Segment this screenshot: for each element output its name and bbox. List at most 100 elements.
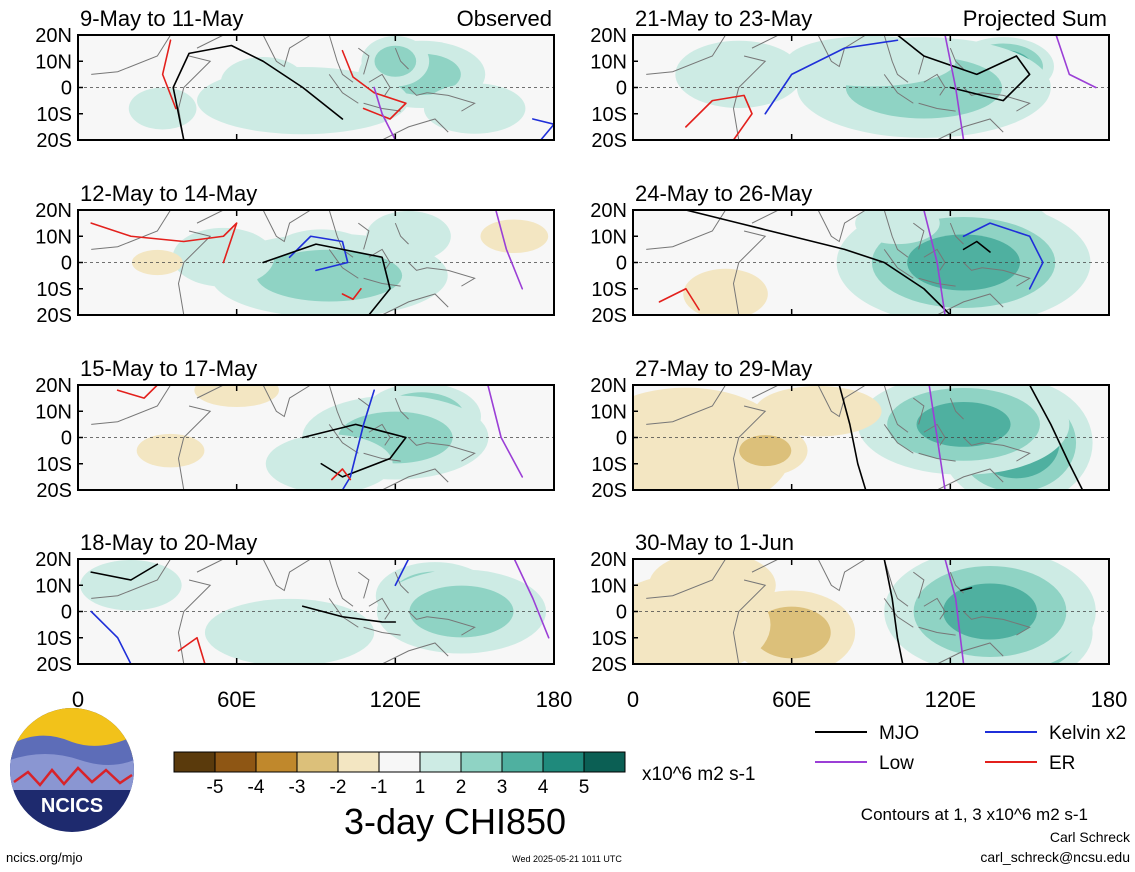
coastline [817, 559, 866, 592]
low-contour [513, 559, 550, 639]
coastline [196, 210, 237, 224]
colorbar-swatch [214, 751, 257, 773]
colorbar-swatch [337, 751, 380, 773]
mjo-contour [962, 240, 991, 253]
panel-7: 20N 10N 0 10S 20S 27-May to 29-May [590, 356, 1110, 502]
coastline [358, 222, 370, 250]
coastline [91, 559, 171, 599]
y-tick-label: 20S [36, 480, 72, 502]
legend-label: Kelvin x2 [1049, 723, 1126, 744]
y-tick-label: 10S [591, 104, 627, 126]
coastline [427, 616, 476, 636]
coastline [963, 87, 983, 96]
mjo-contour [301, 605, 397, 623]
er-contour [658, 287, 700, 311]
y-tick-label: 20N [590, 200, 627, 222]
coastline [427, 267, 476, 287]
coastline [368, 597, 391, 620]
kelvin-contour [764, 39, 899, 115]
legend-label: MJO [879, 723, 919, 744]
coastline [751, 385, 792, 399]
coastline [883, 249, 914, 279]
colorbar-label: -5 [207, 777, 224, 798]
coastline [936, 642, 1004, 664]
author: Carl Schreck [1050, 829, 1131, 845]
anomaly-shading [136, 433, 205, 468]
colorbar-label: 3 [497, 777, 508, 798]
contour-note: Contours at 1, 3 x10^6 m2 s-1 [861, 805, 1088, 824]
logo-text: NCICS [41, 795, 103, 817]
coastline [883, 385, 909, 433]
anomaly-shading [128, 87, 197, 130]
y-tick-label: 10S [591, 279, 627, 301]
y-tick-label: 20N [35, 25, 72, 47]
colorbar-label: 5 [579, 777, 590, 798]
anomaly-shading [675, 40, 803, 108]
coastline [949, 222, 964, 245]
colorbar-label: -2 [330, 777, 347, 798]
coastline [732, 55, 767, 140]
y-tick-label: 0 [61, 602, 72, 624]
coastline [913, 397, 925, 425]
low-contour [1055, 35, 1097, 89]
coastline [646, 559, 726, 599]
panel-6: 20N 10N 0 10S 20S 24-May to 26-May [590, 181, 1110, 327]
y-tick-label: 10N [590, 575, 627, 597]
coastline [936, 293, 1004, 315]
colorbar-swatch [378, 751, 421, 773]
coastline [408, 87, 428, 96]
anomaly-shading [739, 435, 792, 467]
anomaly-shading [752, 606, 831, 659]
coastline [883, 35, 909, 83]
panel-5: 20N 10N 0 10S 20S 21-May to 23-May Projected S… [590, 6, 1110, 152]
anomaly-shading [256, 249, 403, 302]
colorbar-label: -4 [248, 777, 265, 798]
colorbar-swatch [255, 751, 298, 773]
er-contour [90, 222, 238, 264]
x-tick-label: 60E [217, 687, 256, 712]
colorbar-label: 1 [415, 777, 426, 798]
er-contour [341, 287, 362, 301]
y-tick-label: 0 [616, 428, 627, 450]
low-contour [373, 86, 397, 140]
panel-1: 20N 10N 0 10S 20S 9-May to 11-May Observed [35, 6, 555, 152]
y-tick-label: 20S [591, 480, 627, 502]
anomaly-shading [683, 268, 768, 315]
coastline [262, 559, 311, 592]
coastline [262, 35, 311, 68]
panel-title: 21-May to 23-May [635, 6, 812, 31]
chart-title: 3-day CHI850 [344, 801, 566, 842]
mjo-contour [262, 243, 391, 315]
y-tick-label: 10S [591, 454, 627, 476]
coastline [196, 385, 237, 399]
mjo-contour [172, 44, 344, 140]
anomaly-shading [204, 598, 375, 664]
coastline [817, 35, 866, 68]
coastline [918, 277, 956, 287]
kelvin-contour [532, 118, 554, 140]
x-tick-label: 0 [72, 687, 84, 712]
coastline [982, 267, 1031, 287]
legend-label: Low [879, 753, 914, 774]
coastline [646, 385, 726, 425]
y-tick-label: 10N [590, 51, 627, 73]
y-tick-label: 20S [36, 130, 72, 152]
coastline [646, 35, 726, 75]
panel-4: 20N 10N 0 10S 20S 18-May to 20-May [35, 530, 555, 676]
legend: MJO Kelvin x2 Low ER [815, 723, 1126, 774]
coastline [918, 626, 956, 636]
coastline [196, 35, 237, 49]
x-tick-label: 180 [536, 687, 573, 712]
anomaly-shading [754, 386, 882, 437]
coastline [328, 35, 354, 83]
coastline [923, 597, 946, 620]
x-tick-label: 0 [627, 687, 639, 712]
kelvin-contour [394, 559, 410, 587]
panel-title: 12-May to 14-May [80, 181, 257, 206]
anomaly-shading [265, 434, 393, 490]
coastline [427, 442, 476, 462]
low-contour [487, 385, 524, 478]
coastline [91, 35, 171, 75]
anomaly-shading [366, 211, 451, 262]
panel-tag: Projected Sum [963, 6, 1107, 31]
